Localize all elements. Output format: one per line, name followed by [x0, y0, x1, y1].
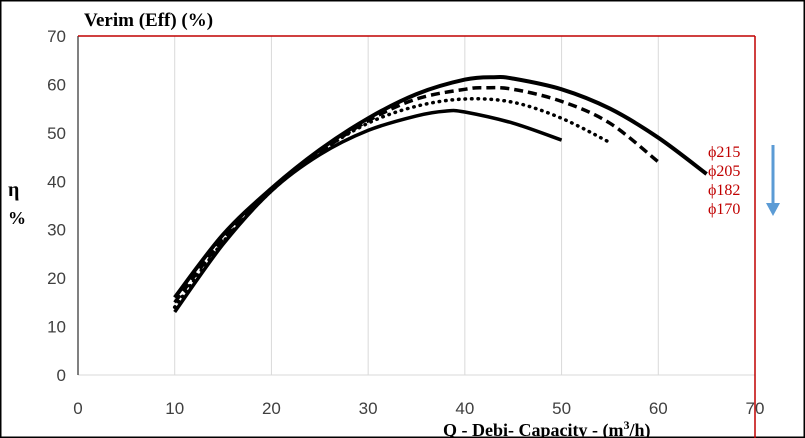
- x-tick-label-50: 50: [552, 399, 571, 418]
- chart-title: Verim (Eff) (%): [84, 10, 213, 31]
- legend-label-4: ϕ170: [708, 201, 740, 218]
- y-tick-label-70: 70: [47, 27, 66, 46]
- legend: ϕ215 ϕ205 ϕ182 ϕ170: [708, 144, 740, 218]
- x-tick-label-70: 70: [746, 399, 765, 418]
- y-tick-label-0: 0: [57, 366, 66, 385]
- x-tick-label-10: 10: [165, 399, 184, 418]
- x-tick-label-60: 60: [649, 399, 668, 418]
- legend-label-1: ϕ215: [708, 144, 740, 161]
- x-tick-label-30: 30: [359, 399, 378, 418]
- series-line-2: [173, 85, 660, 304]
- x-tick-label-20: 20: [262, 399, 281, 418]
- y-tick-label-20: 20: [47, 269, 66, 288]
- y-axis-label-unit: %: [8, 208, 26, 228]
- x-axis-label-end: /h): [628, 420, 650, 438]
- series-line-3: [172, 97, 612, 309]
- x-tick-labels: 0 10 20 30 40 50 60 70: [73, 399, 764, 418]
- arrow-down-icon: [766, 145, 780, 216]
- y-tick-label-50: 50: [47, 124, 66, 143]
- x-axis-label-main: Q - Debi- Capacity - (m: [443, 420, 623, 438]
- legend-label-2: ϕ205: [708, 163, 740, 180]
- y-axis-label-symbol: η: [8, 179, 19, 201]
- x-axis-label-sup: 3: [623, 418, 629, 432]
- y-tick-label-60: 60: [47, 75, 66, 94]
- y-tick-labels: 0 10 20 30 40 50 60 70: [47, 27, 66, 385]
- y-tick-label-40: 40: [47, 172, 66, 191]
- y-tick-label-30: 30: [47, 221, 66, 240]
- series-line-4: [173, 108, 563, 314]
- legend-label-3: ϕ182: [708, 182, 740, 199]
- x-axis-label: Q - Debi- Capacity - (m3/h): [443, 418, 650, 438]
- x-tick-label-0: 0: [73, 399, 82, 418]
- y-tick-label-10: 10: [47, 318, 66, 337]
- vertical-gridlines: [174, 36, 659, 375]
- x-tick-label-40: 40: [455, 399, 474, 418]
- series-lines: [172, 75, 708, 314]
